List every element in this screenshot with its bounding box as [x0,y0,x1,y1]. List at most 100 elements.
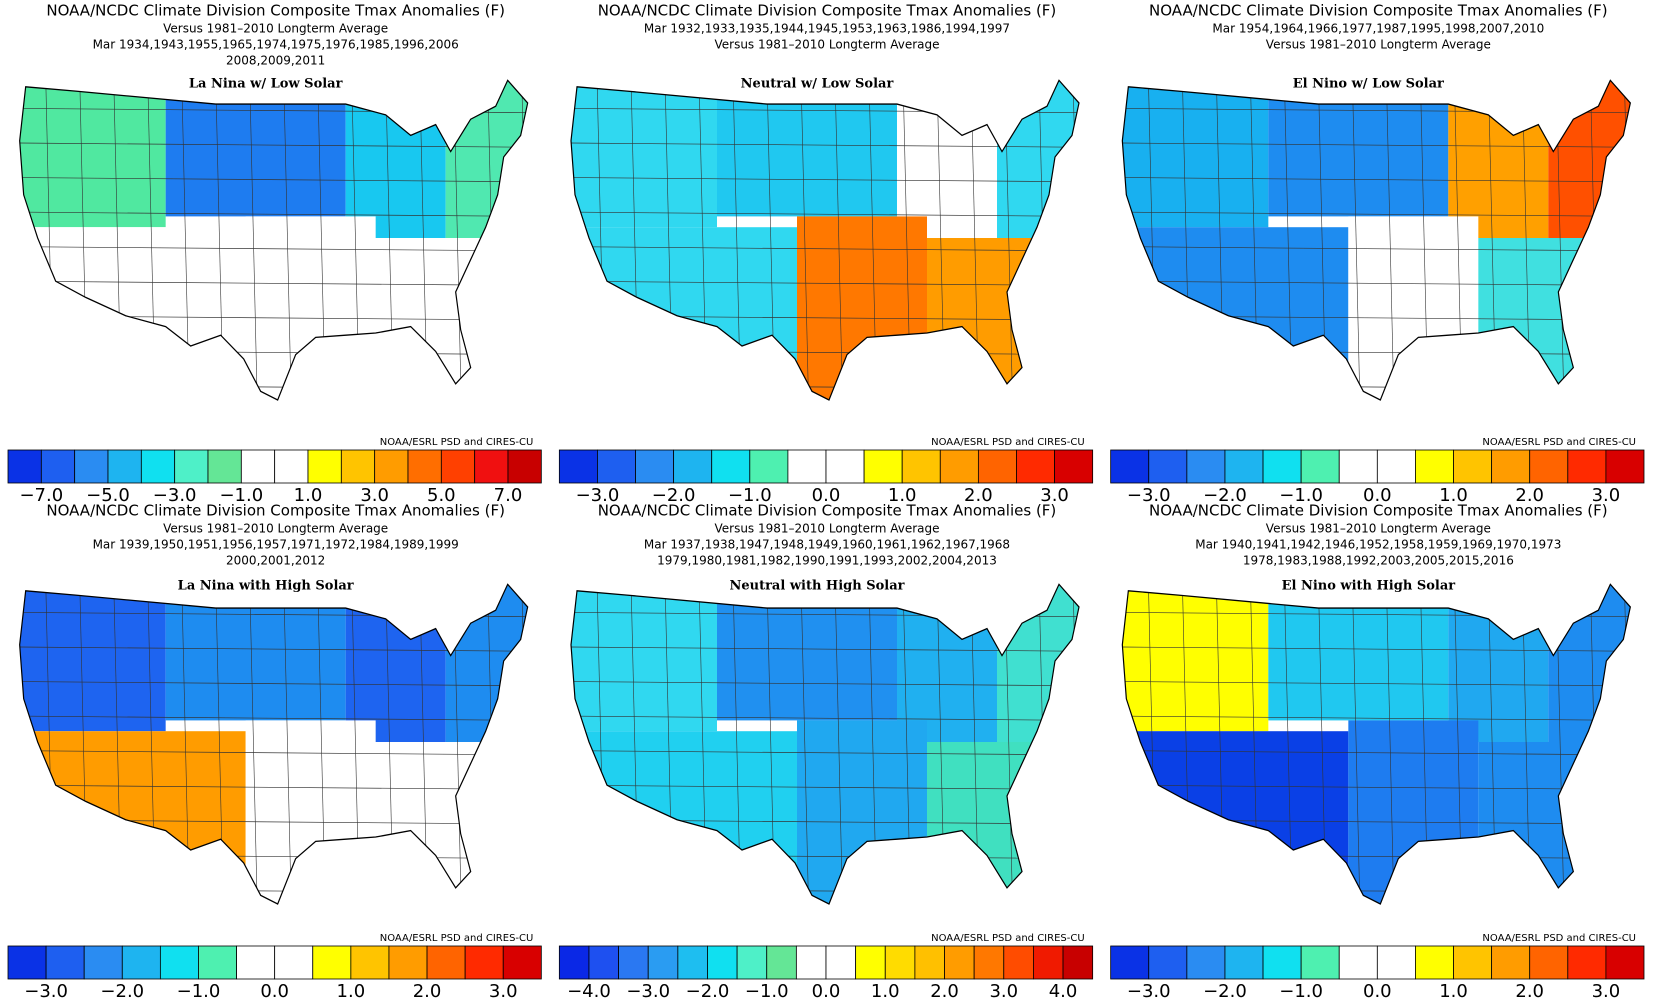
credit: NOAA/ESRL PSD and CIRES-CU [1482,933,1636,944]
map-label: La Nina w/ Low Solar [189,77,343,92]
colorbar-box [973,945,1005,980]
map-label: La Nina with High Solar [178,579,354,594]
colorbar-label: −3.0 [626,981,670,1000]
panel: NOAA/NCDC Climate Division Composite Tma… [1110,2,1645,506]
colorbar-box [1033,945,1064,980]
colorbar-label: −1.0 [1279,485,1323,506]
map [1118,79,1638,423]
header-line: NOAA/NCDC Climate Division Composite Tma… [46,2,505,20]
colorbar-box [1148,449,1188,484]
header-line: NOAA/NCDC Climate Division Composite Tma… [598,2,1057,20]
colorbar-label: 3.0 [360,485,389,506]
credit: NOAA/ESRL PSD and CIRES-CU [1482,437,1636,448]
map-region [570,731,797,905]
division-line [19,715,528,721]
map-region [19,227,246,401]
colorbar-box [140,449,176,484]
colorbar-box [1054,449,1094,484]
colorbar-box [647,945,679,980]
division-line [1118,419,1638,423]
colorbar-box [312,945,352,980]
map-label: El Nino w/ Low Solar [1293,77,1444,92]
division-line [16,419,536,423]
colorbar-box [1376,449,1416,484]
colorbar-box [1605,449,1645,484]
colorbar-box [597,449,636,484]
header-line: Mar 1940,1941,1942,1946,1952,1958,1959,1… [1195,538,1561,552]
map [1121,583,1631,905]
header-line: 1978,1983,1988,1992,2003,2005,2015,2016 [1243,554,1514,568]
colorbar-box [884,945,916,980]
colorbar-box [766,945,797,980]
colorbar-box [855,945,886,980]
map-region [797,720,927,905]
map-region [1348,720,1479,905]
division-line [1122,750,1631,756]
colorbar-label: −2.0 [100,981,144,1000]
header-line: Mar 1932,1933,1935,1944,1945,1953,1963,1… [644,22,1010,36]
map-region [717,80,897,217]
division-line [1122,681,1631,687]
division-line [19,681,528,687]
colorbar-box [7,945,47,980]
division-line [570,211,1079,217]
colorbar-box [588,945,619,980]
colorbar-box [1376,945,1416,980]
map-region [570,80,717,228]
colorbar-box [74,449,109,484]
colorbar-box [1605,945,1645,980]
colorbar-label: −1.0 [745,981,789,1000]
colorbar-label: −4.0 [567,981,611,1000]
colorbar-box [1415,449,1454,484]
colorbar-box [1186,449,1226,484]
colorbar-box [1338,449,1378,484]
panel: NOAA/NCDC Climate Division Composite Tma… [558,2,1094,506]
colorbar-box [1491,449,1531,484]
credit: NOAA/ESRL PSD and CIRES-CU [380,437,534,448]
map [16,583,536,927]
colorbar-box [914,945,945,980]
map-region [1448,584,1549,742]
colorbar-box [407,449,442,484]
map-outline [19,79,529,401]
credit: NOAA/ESRL PSD and CIRES-CU [931,933,1085,944]
colorbar-label: 0.0 [812,981,841,1000]
map-label: Neutral w/ Low Solar [741,77,894,92]
header-line: Versus 1981–2010 Longterm Average [714,522,939,536]
colorbar-box [1453,449,1493,484]
colorbar-box [825,449,865,484]
colorbar-label: −3.0 [24,981,68,1000]
division-line [19,750,528,756]
division-line [19,784,528,790]
division-line [1122,177,1631,183]
map-region [570,584,717,732]
colorbar-box [240,449,276,484]
division-line [1122,715,1631,721]
colorbar-box [787,449,827,484]
division-line [19,246,528,252]
colorbar-label: 2.0 [964,485,993,506]
colorbar-label: −3.0 [1127,485,1171,506]
division-line [567,923,1087,927]
map-region [345,80,446,238]
map-outline [1121,583,1631,905]
colorbar-box [198,945,237,980]
colorbar-box [307,449,342,484]
division-line [16,923,536,927]
colorbar-box [1567,449,1607,484]
header-line: 2008,2009,2011 [226,54,325,68]
colorbar-box [1300,449,1340,484]
colorbar-label: −5.0 [86,485,130,506]
colorbar-label: 3.0 [1040,485,1069,506]
colorbar-label: 3.0 [1592,981,1621,1000]
panel: NOAA/NCDC Climate Division Composite Tma… [558,502,1094,1000]
credit: NOAA/ESRL PSD and CIRES-CU [931,437,1085,448]
header-line: NOAA/NCDC Climate Division Composite Tma… [1149,502,1608,520]
colorbar-box [507,449,542,484]
colorbar-box [440,449,476,484]
colorbar-box [350,945,390,980]
map-outline [570,583,1080,905]
colorbar-box [502,945,542,980]
header-line: Versus 1981–2010 Longterm Average [163,22,388,36]
